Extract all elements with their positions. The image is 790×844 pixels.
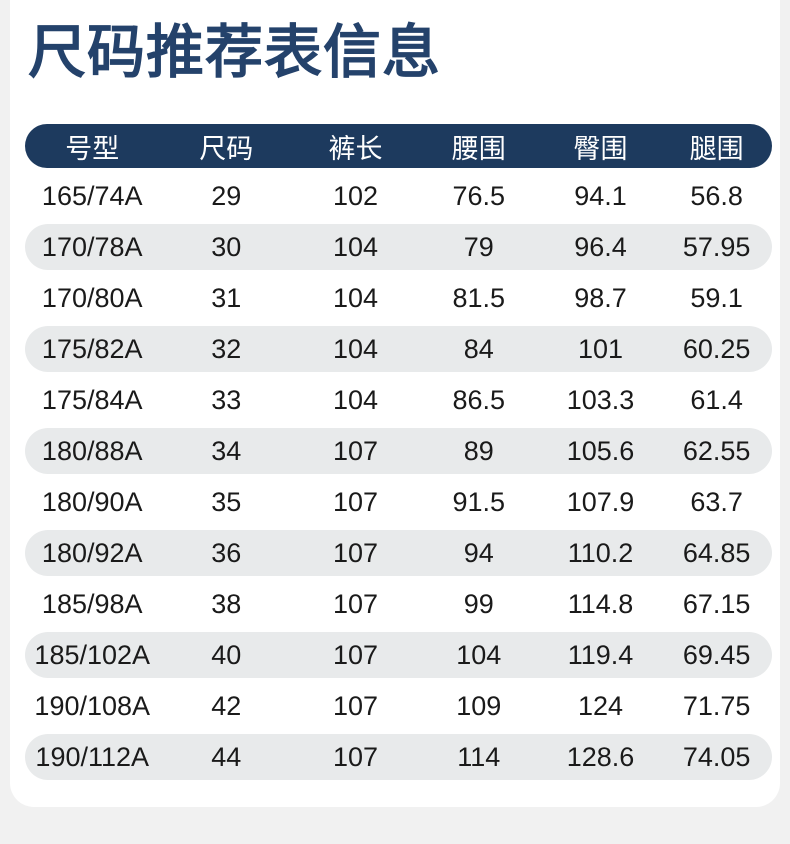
column-header-model: 号型 — [65, 133, 120, 164]
table-cell: 128.6 — [566, 741, 635, 772]
table-cell: 102 — [332, 180, 379, 211]
table-cell: 180/88A — [41, 435, 143, 466]
table-row: 165/74A 29 102 76.5 94.1 56.8 — [25, 173, 772, 219]
table-body: 165/74A 29 102 76.5 94.1 56.8 170/78A 30 104 79 96… — [25, 173, 772, 780]
table-cell: 175/82A — [41, 333, 143, 364]
table-cell: 107 — [332, 741, 379, 772]
table-row: 190/112A 44 107 114 128.6 74.05 — [25, 734, 772, 780]
content-card: 尺码推荐表信息 号型 尺码 裤长 腰围 臀围 腿围 165/74A 29 102 76.5 94.… — [10, 0, 780, 807]
table-cell: 69.45 — [682, 639, 751, 670]
table-cell: 94 — [463, 537, 494, 568]
table-cell: 34 — [211, 435, 242, 466]
table-cell: 89 — [463, 435, 494, 466]
table-cell: 57.95 — [682, 231, 751, 262]
table-cell: 185/102A — [34, 639, 151, 670]
table-cell: 42 — [211, 690, 242, 721]
table-row: 185/102A 40 107 104 119.4 69.45 — [25, 632, 772, 678]
table-cell: 59.1 — [690, 282, 743, 313]
table-cell: 30 — [211, 231, 242, 262]
table-row: 170/78A 30 104 79 96.4 57.95 — [25, 224, 772, 270]
table-cell: 74.05 — [682, 741, 751, 772]
table-cell: 109 — [456, 690, 502, 721]
table-cell: 91.5 — [452, 486, 506, 517]
table-cell: 96.4 — [574, 231, 627, 262]
table-cell: 94.1 — [574, 180, 627, 211]
table-cell: 107 — [332, 690, 379, 721]
column-header-pants-length: 裤长 — [328, 133, 383, 164]
table-cell: 62.55 — [682, 435, 751, 466]
table-cell: 36 — [211, 537, 242, 568]
table-cell: 107 — [332, 435, 379, 466]
table-cell: 107 — [332, 537, 379, 568]
table-row: 170/80A 31 104 81.5 98.7 59.1 — [25, 275, 772, 321]
size-chart-table: 号型 尺码 裤长 腰围 臀围 腿围 165/74A 29 102 76.5 94.1 56.8 170… — [25, 124, 772, 785]
table-cell: 38 — [211, 588, 242, 619]
table-cell: 170/80A — [41, 282, 143, 313]
table-cell: 35 — [211, 486, 242, 517]
table-cell: 104 — [332, 384, 379, 415]
column-header-size: 尺码 — [199, 133, 254, 164]
table-cell: 110.2 — [567, 537, 634, 568]
table-cell: 86.5 — [452, 384, 506, 415]
table-cell: 124 — [577, 690, 624, 721]
column-header-hip: 臀围 — [573, 133, 628, 164]
table-cell: 33 — [211, 384, 242, 415]
table-cell: 67.15 — [682, 588, 751, 619]
table-row: 190/108A 42 107 109 124 71.75 — [25, 683, 772, 729]
table-cell: 99 — [463, 588, 494, 619]
column-header-leg: 腿围 — [689, 133, 744, 164]
table-cell: 190/112A — [35, 741, 150, 772]
table-cell: 79 — [463, 231, 494, 262]
table-cell: 105.6 — [566, 435, 635, 466]
table-cell: 60.25 — [682, 333, 751, 364]
table-cell: 104 — [332, 231, 379, 262]
table-cell: 175/84A — [41, 384, 143, 415]
table-cell: 114.8 — [567, 588, 634, 619]
table-cell: 31 — [211, 282, 242, 313]
table-cell: 119.4 — [567, 639, 634, 670]
table-cell: 165/74A — [41, 180, 143, 211]
table-cell: 180/90A — [41, 486, 143, 517]
table-cell: 63.7 — [690, 486, 743, 517]
table-cell: 104 — [332, 282, 379, 313]
table-cell: 107 — [332, 486, 379, 517]
page-title: 尺码推荐表信息 — [28, 20, 442, 85]
table-cell: 107 — [332, 588, 379, 619]
column-header-waist: 腰围 — [451, 133, 506, 164]
table-row: 180/92A 36 107 94 110.2 64.85 — [25, 530, 772, 576]
table-cell: 190/108A — [34, 690, 151, 721]
table-cell: 81.5 — [452, 282, 506, 313]
table-cell: 71.75 — [682, 690, 751, 721]
table-cell: 84 — [463, 333, 494, 364]
table-cell: 101 — [577, 333, 624, 364]
table-cell: 76.5 — [452, 180, 506, 211]
table-row: 180/88A 34 107 89 105.6 62.55 — [25, 428, 772, 474]
table-cell: 107 — [332, 639, 379, 670]
table-cell: 40 — [211, 639, 242, 670]
table-row: 180/90A 35 107 91.5 107.9 63.7 — [25, 479, 772, 525]
table-cell: 180/92A — [41, 537, 143, 568]
table-cell: 170/78A — [41, 231, 143, 262]
table-cell: 44 — [211, 741, 242, 772]
table-header-row: 号型 尺码 裤长 腰围 臀围 腿围 — [25, 124, 772, 168]
table-cell: 104 — [456, 639, 502, 670]
table-cell: 32 — [211, 333, 242, 364]
table-row: 185/98A 38 107 99 114.8 67.15 — [25, 581, 772, 627]
table-cell: 61.4 — [690, 384, 743, 415]
table-cell: 103.3 — [566, 384, 635, 415]
table-cell: 114 — [457, 741, 501, 772]
table-cell: 29 — [211, 180, 242, 211]
table-cell: 104 — [332, 333, 379, 364]
table-cell: 107.9 — [566, 486, 635, 517]
table-cell: 185/98A — [41, 588, 143, 619]
table-cell: 64.85 — [682, 537, 751, 568]
table-cell: 56.8 — [690, 180, 743, 211]
table-row: 175/84A 33 104 86.5 103.3 61.4 — [25, 377, 772, 423]
table-row: 175/82A 32 104 84 101 60.25 — [25, 326, 772, 372]
table-cell: 98.7 — [574, 282, 627, 313]
